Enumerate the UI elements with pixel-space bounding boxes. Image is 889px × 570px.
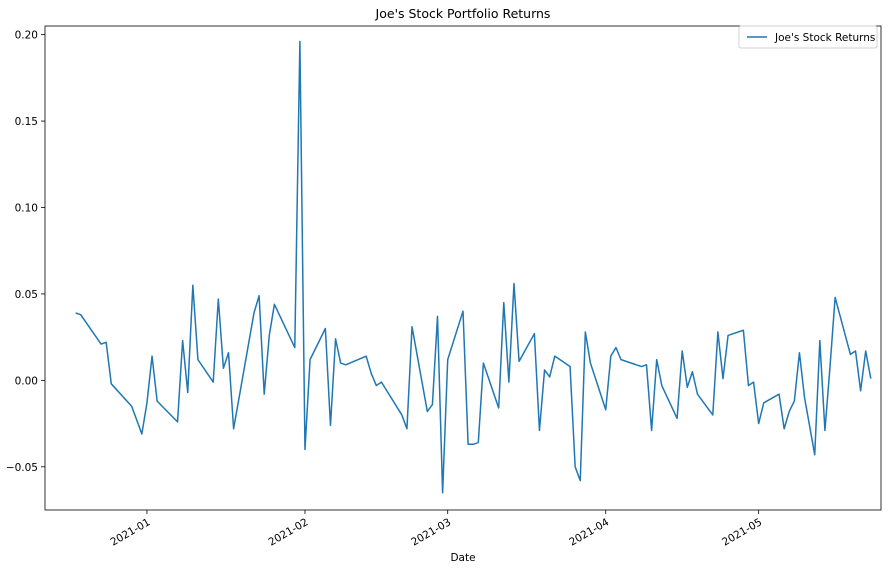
y-tick-label: −0.05: [6, 462, 38, 474]
x-axis-label: Date: [450, 552, 475, 564]
legend-entry-label: Joe's Stock Returns: [774, 32, 875, 44]
y-tick-label: 0.20: [15, 30, 38, 42]
y-tick-label: 0.10: [15, 203, 38, 215]
plot-area: [75, 40, 872, 494]
y-tick-label: 0.00: [15, 375, 38, 387]
y-tick-label: 0.15: [15, 116, 38, 128]
axes-frame: [44, 25, 882, 511]
chart-title: Joe's Stock Portfolio Returns: [375, 6, 551, 21]
legend[interactable]: Joe's Stock Returns: [738, 25, 878, 49]
series-line-0: [75, 40, 872, 494]
legend-box: [738, 25, 878, 49]
y-tick-label: 0.05: [15, 289, 38, 301]
